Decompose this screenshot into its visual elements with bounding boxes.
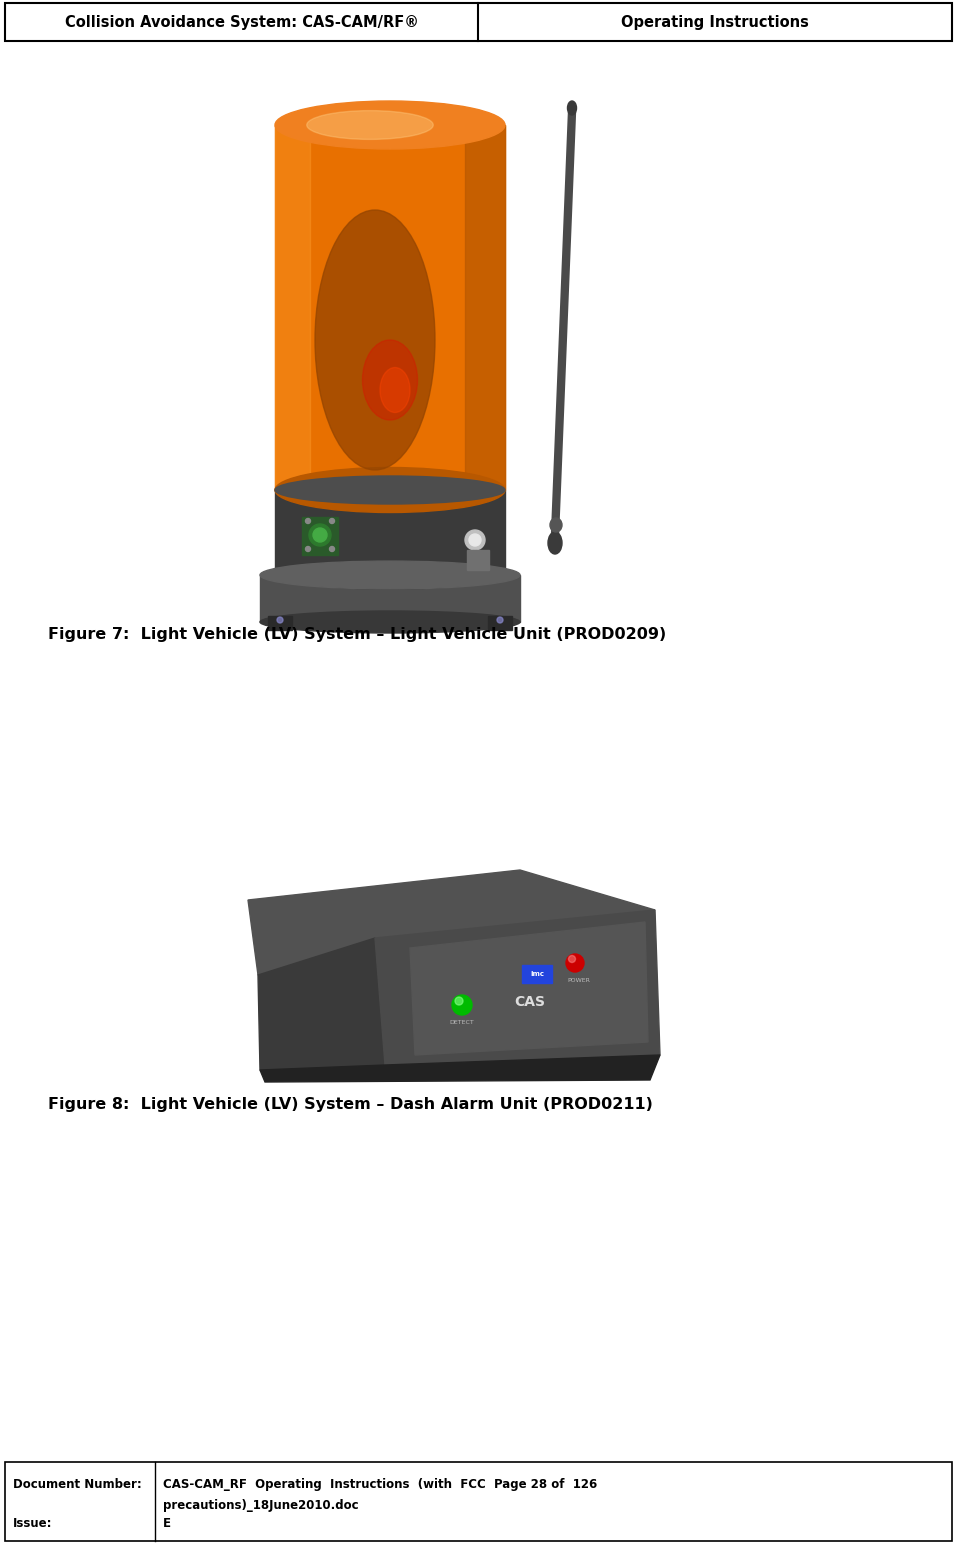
Text: E: E <box>163 1517 171 1531</box>
Text: DETECT: DETECT <box>450 1020 475 1025</box>
Text: precautions)_18June2010.doc: precautions)_18June2010.doc <box>163 1500 359 1512</box>
Ellipse shape <box>566 954 584 972</box>
Ellipse shape <box>275 100 505 148</box>
Bar <box>275 490 505 575</box>
Ellipse shape <box>305 518 310 524</box>
Ellipse shape <box>277 617 283 623</box>
Ellipse shape <box>380 368 410 413</box>
Bar <box>275 125 505 490</box>
Ellipse shape <box>307 111 434 139</box>
Ellipse shape <box>548 532 562 553</box>
Bar <box>522 965 552 983</box>
Ellipse shape <box>275 476 505 504</box>
Bar <box>260 575 520 621</box>
Polygon shape <box>248 870 655 976</box>
Ellipse shape <box>260 561 520 589</box>
Polygon shape <box>260 1054 660 1082</box>
Ellipse shape <box>329 518 335 524</box>
Ellipse shape <box>313 529 327 543</box>
Text: Operating Instructions: Operating Instructions <box>621 14 809 29</box>
Bar <box>302 516 338 555</box>
Bar <box>488 615 512 631</box>
Text: CAS: CAS <box>515 996 545 1010</box>
Polygon shape <box>275 125 310 490</box>
Polygon shape <box>410 921 648 1054</box>
Text: Collision Avoidance System: CAS-CAM/RF®: Collision Avoidance System: CAS-CAM/RF® <box>64 14 418 29</box>
Polygon shape <box>375 911 660 1065</box>
Ellipse shape <box>315 210 435 470</box>
Ellipse shape <box>452 996 472 1016</box>
Ellipse shape <box>275 561 505 589</box>
Ellipse shape <box>260 611 520 632</box>
Ellipse shape <box>497 617 503 623</box>
Text: Figure 8:  Light Vehicle (LV) System – Dash Alarm Unit (PROD0211): Figure 8: Light Vehicle (LV) System – Da… <box>48 1098 653 1113</box>
Polygon shape <box>465 125 505 490</box>
Ellipse shape <box>363 340 417 421</box>
Ellipse shape <box>309 524 331 546</box>
Bar <box>467 550 489 570</box>
Ellipse shape <box>455 997 463 1005</box>
Ellipse shape <box>469 533 481 546</box>
Ellipse shape <box>329 546 335 552</box>
Bar <box>268 615 292 631</box>
Text: Document Number:: Document Number: <box>13 1478 142 1490</box>
Bar <box>5 3 952 42</box>
Text: Figure 7:  Light Vehicle (LV) System – Light Vehicle Unit (PROD0209): Figure 7: Light Vehicle (LV) System – Li… <box>48 628 666 643</box>
Ellipse shape <box>568 955 575 963</box>
Bar <box>5 1463 952 1541</box>
Text: POWER: POWER <box>568 979 590 983</box>
Ellipse shape <box>465 530 485 550</box>
Text: imc: imc <box>530 971 544 977</box>
Ellipse shape <box>550 518 562 532</box>
Ellipse shape <box>275 467 505 513</box>
Polygon shape <box>258 938 385 1070</box>
Text: Issue:: Issue: <box>13 1517 53 1531</box>
Ellipse shape <box>568 100 576 114</box>
Ellipse shape <box>305 546 310 552</box>
Text: CAS-CAM_RF  Operating  Instructions  (with  FCC  Page 28 of  126: CAS-CAM_RF Operating Instructions (with … <box>163 1478 597 1490</box>
